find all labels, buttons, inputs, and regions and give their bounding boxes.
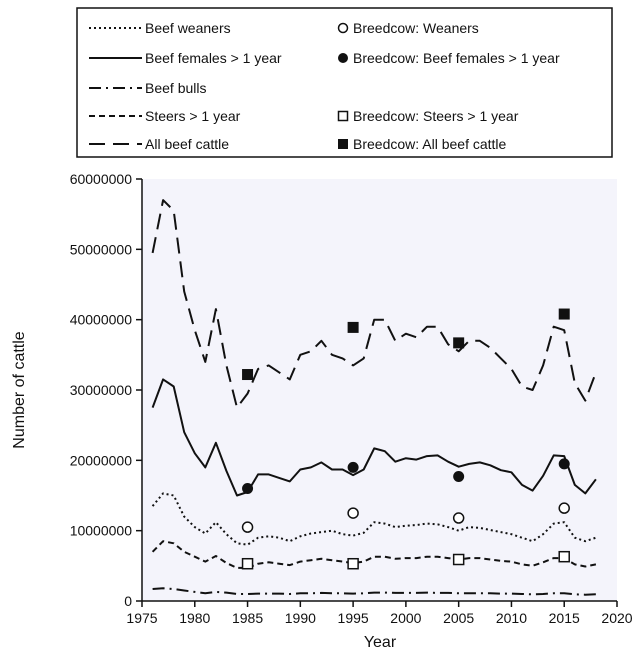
marker-breedcow-beef-females-1-year [347, 461, 359, 473]
series-line-all-beef-cattle [151, 199, 597, 409]
series-line-beef-females-1-year [151, 378, 597, 497]
marker-breedcow-all-beef-cattle [347, 321, 359, 333]
marker-breedcow-steers-1-year [558, 550, 570, 563]
legend-marker-breedcow-steers [337, 110, 349, 122]
marker-breedcow-all-beef-cattle [453, 337, 465, 349]
legend-marker-breedcow-females [338, 53, 348, 63]
legend-entry-steers: Steers > 1 year [89, 108, 241, 124]
legend-entry-beef-females: Beef females > 1 year [89, 50, 282, 66]
legend-label-steers: Steers > 1 year [145, 108, 241, 124]
marker-breedcow-all-beef-cattle [558, 308, 570, 320]
marker-breedcow-steers-1-year [347, 557, 359, 570]
x-axis-title: Year [364, 634, 397, 651]
x-tick-label: 1980 [179, 610, 210, 626]
marker-layer [241, 308, 570, 570]
legend-entry-breedcow-females: Breedcow: Beef females > 1 year [338, 50, 560, 66]
legend-marker-breedcow-weaners [337, 22, 349, 34]
marker-breedcow-steers-1-year [452, 553, 465, 566]
x-axis-ticks: 1975 1980 1985 1990 1995 2000 2005 2010 2015 2020 [126, 601, 633, 626]
y-axis-ticks: 0 10000000 20000000 30000000 40000000 5000000… [70, 171, 142, 609]
y-tick-label: 30000000 [70, 382, 133, 398]
legend-entry-beef-bulls: Beef bulls [89, 80, 206, 96]
marker-breedcow-all-beef-cattle [242, 369, 254, 381]
legend: Beef weaners Beef females > 1 year Beef … [76, 7, 613, 158]
x-tick-label: 1985 [232, 610, 263, 626]
marker-breedcow-weaners [558, 502, 570, 514]
y-axis-title: Number of cattle [11, 331, 28, 448]
legend-entry-beef-weaners: Beef weaners [89, 20, 231, 36]
legend-label-beef-females: Beef females > 1 year [145, 50, 282, 66]
legend-entry-breedcow-all: Breedcow: All beef cattle [338, 136, 507, 152]
x-tick-label: 1975 [126, 610, 157, 626]
marker-breedcow-beef-females-1-year [453, 471, 465, 483]
legend-entry-all-beef: All beef cattle [89, 136, 229, 152]
x-tick-label: 1990 [285, 610, 316, 626]
legend-label-beef-bulls: Beef bulls [145, 80, 206, 96]
x-tick-label: 2005 [443, 610, 474, 626]
x-tick-label: 2010 [496, 610, 527, 626]
marker-breedcow-steers-1-year [241, 557, 254, 570]
marker-breedcow-weaners [347, 507, 359, 519]
x-tick-label: 2015 [549, 610, 580, 626]
series-layer [151, 199, 597, 596]
legend-label-beef-weaners: Beef weaners [145, 20, 231, 36]
legend-entry-breedcow-steers: Breedcow: Steers > 1 year [337, 108, 519, 124]
legend-label-all-beef: All beef cattle [145, 136, 229, 152]
legend-label-breedcow-all: Breedcow: All beef cattle [353, 136, 507, 152]
marker-breedcow-weaners [452, 512, 465, 524]
plot-area [142, 179, 617, 601]
x-tick-label: 2000 [390, 610, 421, 626]
marker-breedcow-beef-females-1-year [558, 458, 570, 470]
legend-entry-breedcow-weaners: Breedcow: Weaners [337, 20, 479, 36]
y-tick-label: 40000000 [70, 312, 133, 328]
y-tick-label: 60000000 [70, 171, 133, 187]
legend-marker-breedcow-all [338, 139, 348, 149]
legend-label-breedcow-weaners: Breedcow: Weaners [353, 20, 479, 36]
series-line-beef-bulls [152, 587, 596, 596]
x-tick-label: 2020 [601, 610, 632, 626]
legend-label-breedcow-steers: Breedcow: Steers > 1 year [353, 108, 519, 124]
y-tick-label: 0 [124, 593, 132, 609]
marker-breedcow-beef-females-1-year [242, 482, 254, 494]
y-tick-label: 20000000 [70, 452, 133, 468]
marker-breedcow-weaners [241, 521, 254, 533]
y-tick-label: 50000000 [70, 241, 133, 257]
legend-label-breedcow-females: Breedcow: Beef females > 1 year [353, 50, 560, 66]
series-line-beef-weaners [151, 492, 597, 546]
y-tick-label: 10000000 [70, 523, 133, 539]
x-tick-label: 1995 [338, 610, 369, 626]
